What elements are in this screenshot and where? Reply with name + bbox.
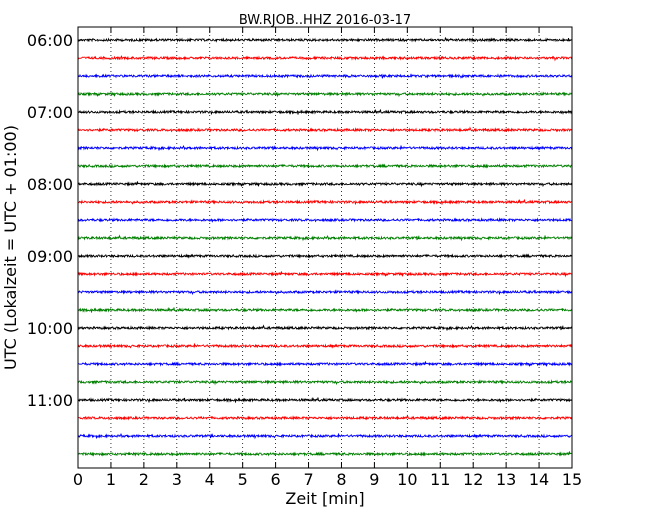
trace-0845 bbox=[77, 234, 573, 242]
x-tick-label: 12 bbox=[463, 470, 483, 489]
trace-0830 bbox=[77, 217, 573, 223]
y-tick-label: 10:00 bbox=[27, 319, 73, 338]
trace-0730 bbox=[77, 145, 573, 152]
trace-0815 bbox=[77, 199, 573, 205]
x-tick-label: 1 bbox=[106, 470, 116, 489]
x-tick-label: 0 bbox=[73, 470, 83, 489]
trace-0600 bbox=[77, 37, 573, 43]
trace-0630 bbox=[77, 72, 573, 79]
plot-frame bbox=[77, 26, 573, 469]
vertical-grid bbox=[110, 27, 540, 468]
x-tick-label: 14 bbox=[529, 470, 549, 489]
trace-1000 bbox=[77, 324, 573, 331]
trace-1045 bbox=[77, 379, 573, 386]
y-tick-label: 08:00 bbox=[27, 175, 73, 194]
x-axis-ticks: 0 1 2 3 4 5 6 7 8 9 10 11 12 13 14 15 bbox=[73, 27, 582, 489]
y-tick-label: 11:00 bbox=[27, 391, 73, 410]
trace-0915 bbox=[77, 271, 573, 278]
x-tick-label: 4 bbox=[205, 470, 215, 489]
trace-0900 bbox=[77, 253, 573, 259]
trace-1030 bbox=[77, 361, 573, 367]
x-tick-label: 2 bbox=[139, 470, 149, 489]
chart-title: BW.RJOB..HHZ 2016-03-17 bbox=[239, 13, 411, 28]
x-tick-label: 3 bbox=[172, 470, 182, 489]
y-tick-label: 09:00 bbox=[27, 247, 73, 266]
x-tick-label: 15 bbox=[562, 470, 582, 489]
trace-0700 bbox=[77, 109, 573, 115]
trace-1130 bbox=[77, 433, 573, 440]
trace-1145 bbox=[77, 451, 573, 457]
x-tick-label: 5 bbox=[238, 470, 248, 489]
trace-0715 bbox=[77, 126, 573, 133]
trace-0645 bbox=[77, 91, 573, 98]
seismogram-traces bbox=[77, 37, 573, 457]
trace-0930 bbox=[77, 289, 573, 296]
y-axis-label: UTC (Lokalzeit = UTC + 01:00) bbox=[1, 125, 20, 370]
y-axis-ticks: 06:00 07:00 08:00 09:00 10:00 11:00 bbox=[27, 31, 572, 410]
trace-1100 bbox=[77, 397, 573, 403]
trace-0945 bbox=[77, 307, 573, 313]
trace-0615 bbox=[77, 55, 573, 62]
x-tick-label: 7 bbox=[303, 470, 313, 489]
trace-1015 bbox=[77, 343, 573, 350]
x-tick-label: 10 bbox=[397, 470, 417, 489]
trace-0745 bbox=[77, 163, 573, 169]
y-tick-label: 06:00 bbox=[27, 31, 73, 50]
x-tick-label: 8 bbox=[336, 470, 346, 489]
y-tick-label: 07:00 bbox=[27, 103, 73, 122]
x-tick-label: 11 bbox=[430, 470, 450, 489]
x-tick-label: 13 bbox=[496, 470, 516, 489]
trace-1115 bbox=[77, 414, 573, 421]
x-tick-label: 6 bbox=[271, 470, 281, 489]
x-tick-label: 9 bbox=[369, 470, 379, 489]
x-axis-label: Zeit [min] bbox=[285, 489, 364, 508]
trace-0800 bbox=[77, 181, 573, 188]
